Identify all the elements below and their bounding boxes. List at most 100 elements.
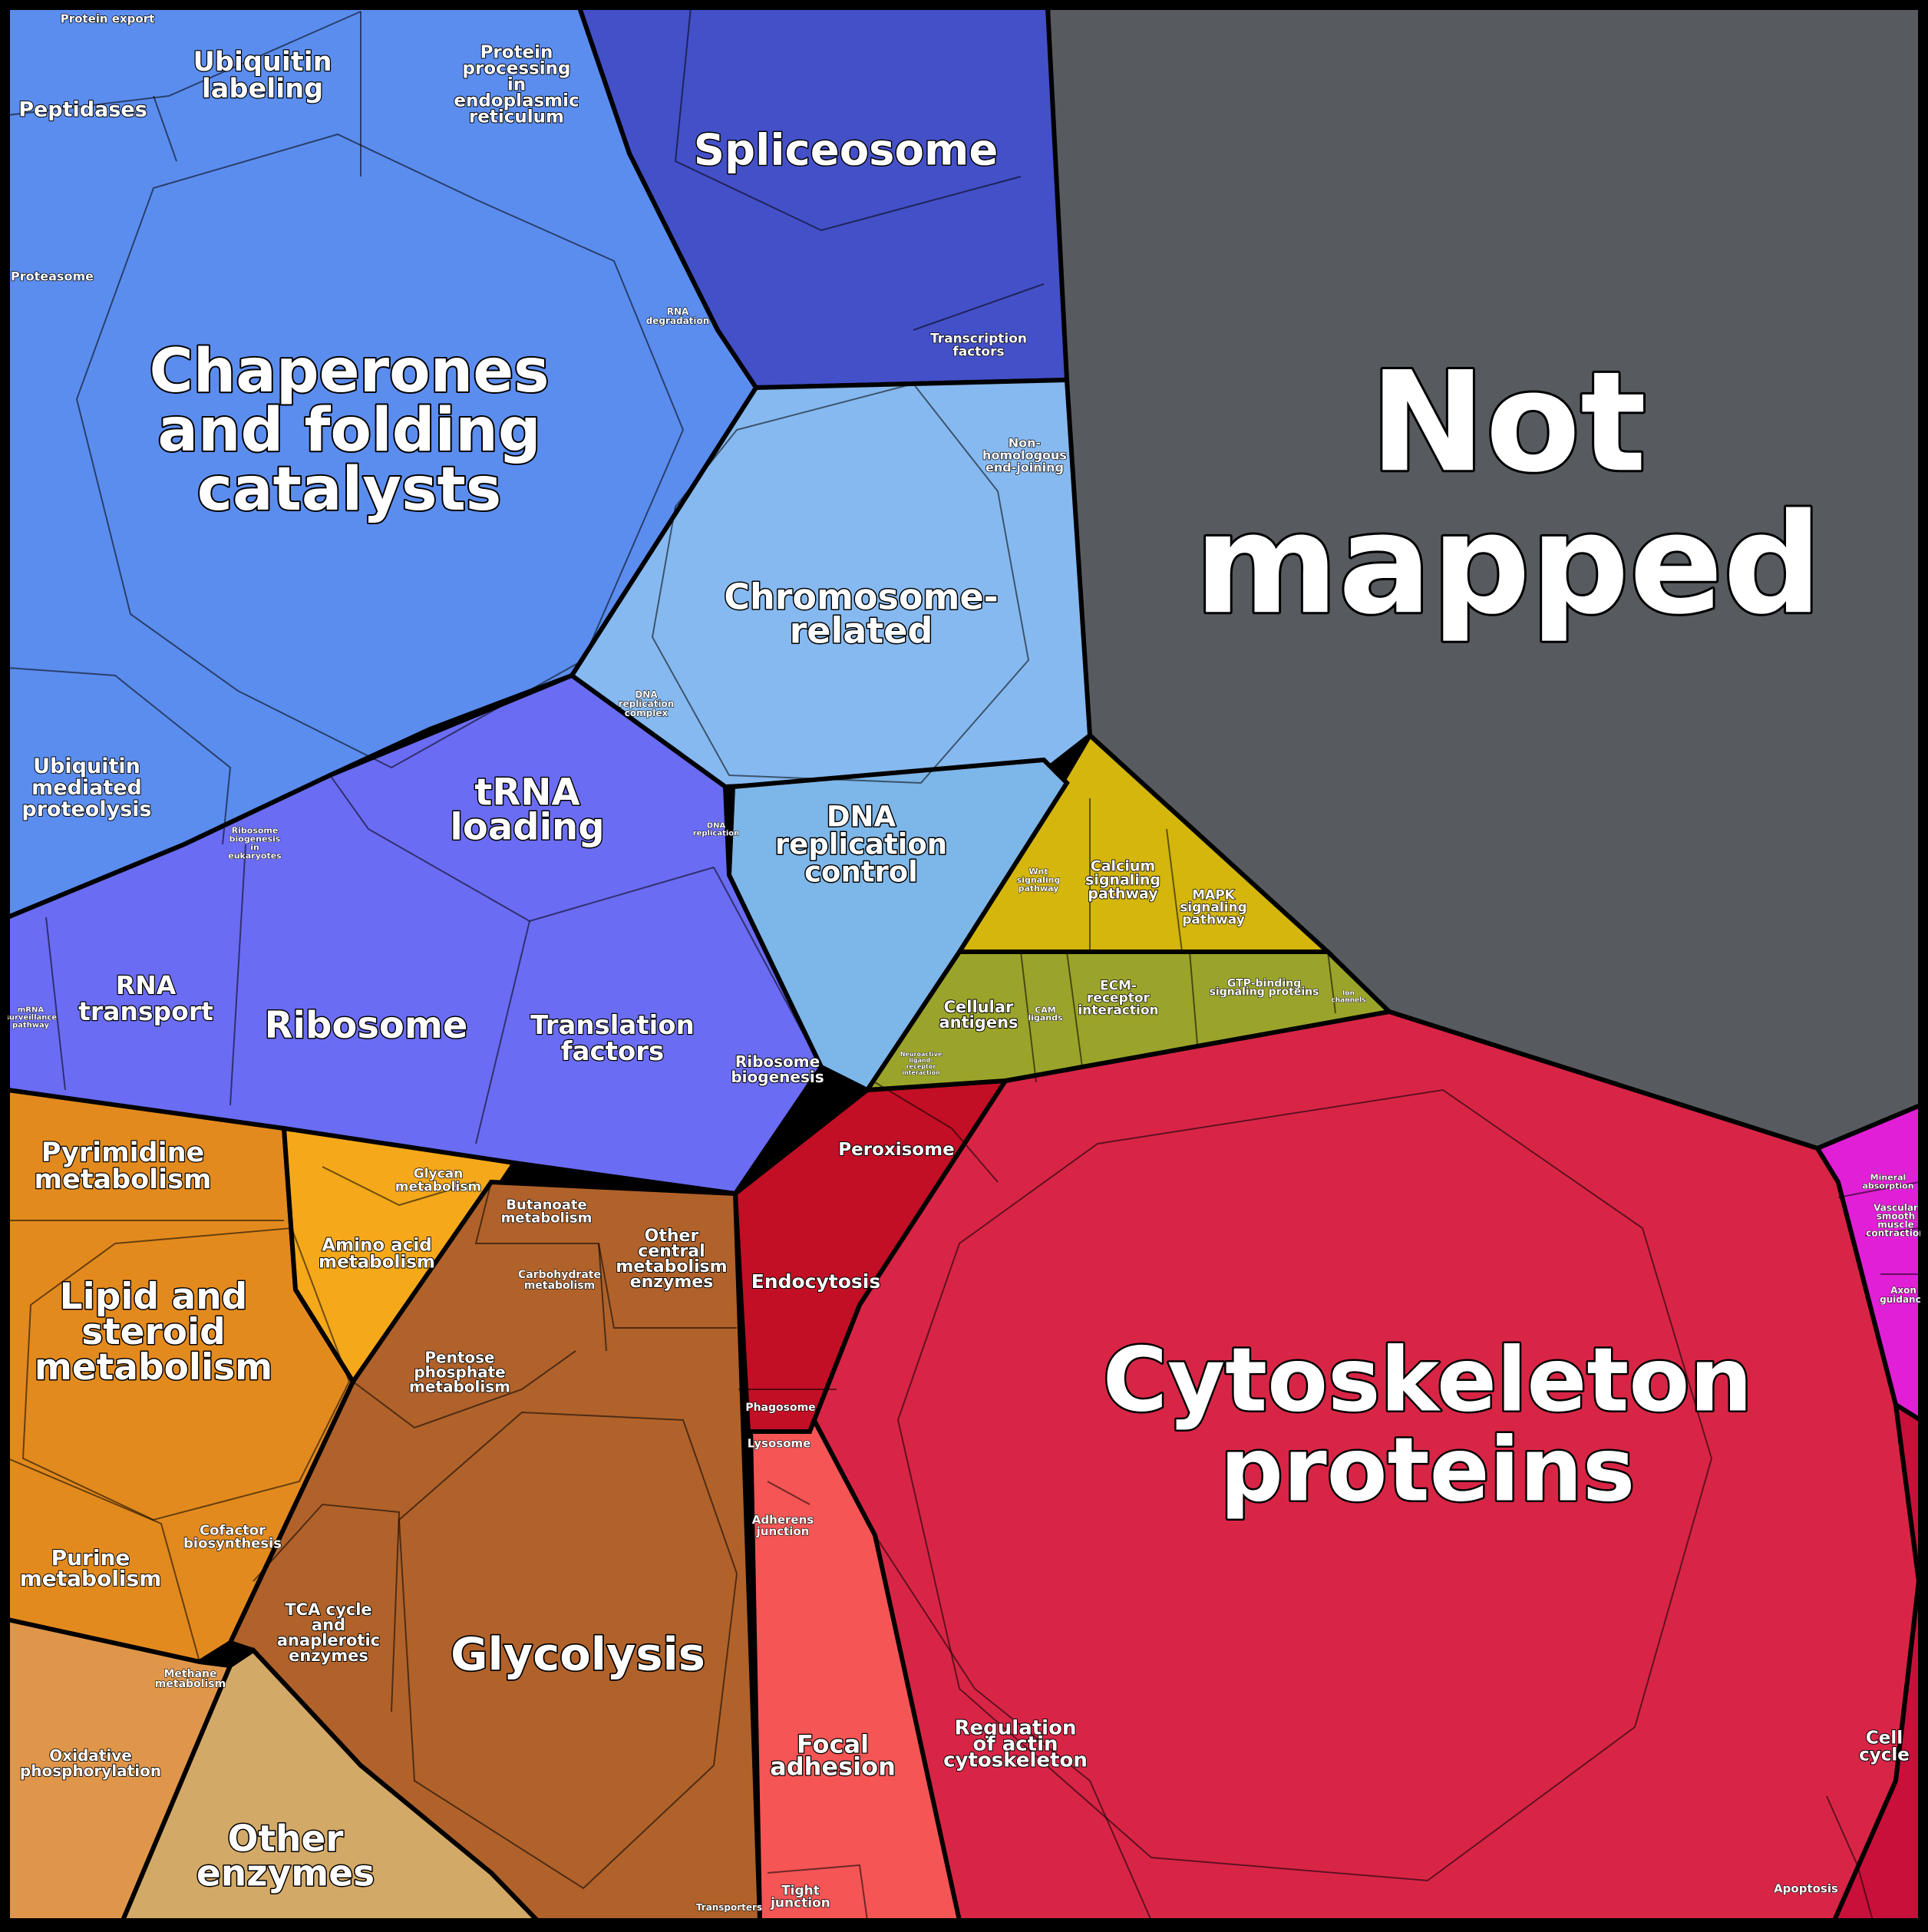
label-line: metabolism: [395, 1179, 481, 1194]
label-line: Translation: [530, 1010, 695, 1041]
label-butanoate: Butanoate metabolism: [501, 1197, 593, 1226]
label-line: Transporters: [696, 1902, 762, 1913]
label-line: signaling: [1180, 900, 1247, 916]
label-line: reticulum: [469, 107, 564, 127]
label-line: cycle: [1859, 1745, 1910, 1765]
label-line: Mineral: [1870, 1172, 1907, 1182]
label-other-central: Other central metabolism enzymes: [616, 1227, 727, 1292]
label-line: pathway: [12, 1022, 49, 1030]
label-line: cytoskeleton: [943, 1749, 1088, 1772]
label-line: anaplerotic: [277, 1631, 380, 1650]
label-line: replication: [619, 698, 675, 709]
label-line: factors: [952, 344, 1004, 359]
label-line: interaction: [1078, 1003, 1158, 1019]
label-line: proteins: [1220, 1418, 1636, 1521]
cell-border-tca: [253, 1503, 401, 1712]
label-line: proteolysis: [21, 798, 151, 821]
cell-border-glycan: [322, 1166, 477, 1207]
label-axon: Axon guidance: [1880, 1285, 1927, 1305]
label-line: Not: [1370, 342, 1646, 503]
label-line: Lipid and: [60, 1276, 248, 1318]
label-line: metabolism: [35, 1346, 272, 1389]
label-dna-replication-control: DNA replication control: [775, 801, 947, 889]
label-line: junction: [756, 1524, 810, 1538]
label-line: replication: [775, 828, 947, 861]
label-line: channels: [1331, 997, 1365, 1005]
label-line: Chaperones: [149, 337, 549, 406]
label-spliceosome: Spliceosome: [694, 126, 999, 176]
label-line: Oxidative: [49, 1746, 132, 1765]
label-line: tRNA: [474, 771, 579, 814]
label-line: TCA cycle: [285, 1600, 371, 1619]
label-line: Other: [645, 1227, 699, 1246]
label-line: factors: [561, 1036, 665, 1067]
cell-border-cam: [1066, 951, 1083, 1068]
label-line: transport: [78, 996, 213, 1026]
cell-border-trna: [329, 774, 715, 923]
label-line: processing: [463, 58, 571, 78]
label-line: mRNA: [18, 1006, 44, 1015]
label-line: pathway: [1088, 885, 1158, 902]
label-ribosome: Ribosome: [265, 1004, 468, 1047]
cell-glycolysis-core: [398, 1411, 738, 1890]
label-chaperones: Chaperones and folding catalysts: [149, 337, 549, 524]
label-line: enzymes: [289, 1646, 368, 1665]
label-cofactor: Cofactor biosynthesis: [183, 1522, 282, 1551]
label-line: catalysts: [197, 455, 502, 524]
label-line: end-joining: [985, 461, 1064, 475]
label-line: Ribosome: [265, 1004, 468, 1047]
label-tca: TCA cycle and anaplerotic enzymes: [277, 1600, 380, 1665]
label-line: Other: [228, 1818, 345, 1860]
label-line: Ubiquitin: [33, 755, 140, 778]
label-line: ligands: [1028, 1013, 1063, 1023]
label-ion-channels: Ion channels: [1331, 990, 1365, 1005]
label-ribosome-biogenesis-euk: Ribosome biogenesis in eukaryotes: [228, 825, 282, 860]
label-line: Ribosome: [735, 1052, 820, 1071]
label-mrna-surveillance: mRNA surveillance pathway: [5, 1006, 57, 1030]
cell-border-ribosome-biogenesis: [713, 867, 822, 1068]
label-line: absorption: [1862, 1181, 1913, 1191]
label-line: Neuroactive: [900, 1051, 943, 1058]
label-vascular: Vascular smooth muscle contraction: [1866, 1202, 1925, 1238]
cell-border-other-central: [598, 1243, 607, 1352]
label-line: Spliceosome: [694, 126, 999, 176]
label-line: metabolism: [501, 1210, 593, 1226]
label-line: Regulation: [955, 1716, 1077, 1739]
label-line: interaction: [902, 1069, 940, 1076]
label-line: MAPK: [1192, 888, 1236, 903]
label-cell-cycle: Cell cycle: [1859, 1729, 1910, 1765]
label-line: metabolism: [35, 1164, 212, 1195]
label-line: Ribosome: [232, 825, 279, 835]
label-line: muscle: [1877, 1219, 1914, 1230]
label-mapk: MAPK signaling pathway: [1180, 888, 1247, 928]
label-line: control: [804, 856, 918, 889]
label-glycan: Glycan metabolism: [395, 1166, 481, 1194]
label-line: Glycan: [414, 1166, 464, 1181]
label-focal-adhesion: Focal adhesion: [770, 1730, 896, 1782]
label-non-homologous: Non-homologous end-joining: [982, 436, 1067, 475]
label-line: Peptidases: [18, 97, 147, 121]
cell-chromosome-core: [651, 382, 1030, 784]
label-line: Endocytosis: [751, 1270, 881, 1293]
label-ubiquitin-mediated: Ubiquitin mediated proteolysis: [21, 755, 151, 821]
cell-chaperones-core: [75, 133, 685, 769]
label-line: contraction: [1866, 1227, 1925, 1238]
label-protein-export: Protein export: [61, 12, 155, 25]
cell-lipid-core: [21, 1227, 351, 1521]
label-line: antigens: [939, 1013, 1018, 1032]
label-line: complex: [625, 708, 669, 718]
label-tight-junction: Tight junction: [770, 1884, 830, 1911]
label-transcription-factors: Transcription factors: [930, 331, 1027, 359]
label-dna-replication-complex: DNA replication complex: [619, 689, 675, 718]
label-adherens: Adherens junction: [752, 1513, 814, 1538]
label-apoptosis: Apoptosis: [1774, 1881, 1838, 1895]
labels: Not mapped Cytoskeleton proteins Chaperone…: [4, 12, 1927, 1914]
label-line: phosphorylation: [20, 1762, 161, 1780]
label-neuroactive: Neuroactive ligand-receptor interaction: [900, 1051, 943, 1076]
label-line: enzymes: [196, 1852, 375, 1894]
label-line: ECM-: [1100, 979, 1137, 994]
label-line: central: [638, 1242, 705, 1261]
label-line: CAM: [1035, 1006, 1056, 1016]
label-line: Cofactor: [200, 1522, 266, 1538]
